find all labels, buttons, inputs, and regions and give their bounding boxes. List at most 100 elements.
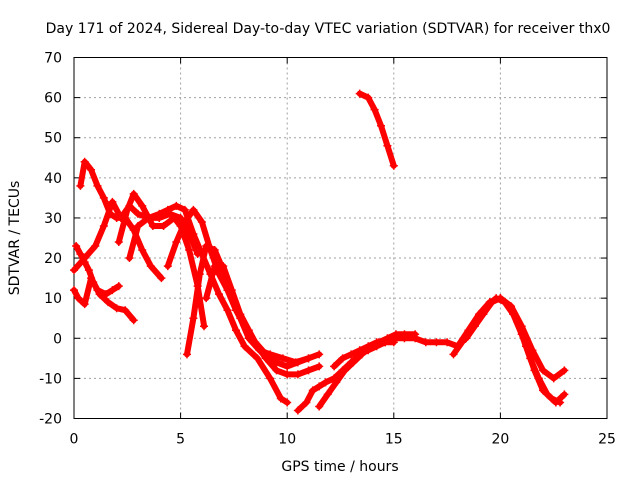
data-point — [129, 189, 138, 198]
data-point — [76, 250, 85, 259]
data-point — [479, 310, 488, 319]
data-point — [202, 242, 211, 251]
data-point — [539, 366, 548, 375]
data-point — [291, 358, 300, 367]
x-tick-label: 10 — [278, 432, 296, 448]
data-point — [283, 398, 292, 407]
data-point — [381, 338, 390, 347]
data-series-arc-15 — [356, 90, 397, 169]
data-point — [315, 402, 324, 411]
data-point — [432, 338, 441, 347]
data-point — [293, 370, 302, 379]
data-point — [144, 213, 153, 222]
data-point — [123, 205, 132, 214]
data-point — [200, 322, 209, 331]
data-point — [389, 334, 398, 343]
data-point — [74, 294, 83, 303]
x-tick-label: 25 — [598, 432, 616, 448]
data-point — [155, 209, 164, 218]
chart-title: Day 171 of 2024, Sidereal Day-to-day VTE… — [46, 21, 611, 37]
data-point — [355, 89, 364, 98]
data-point — [189, 314, 198, 323]
data-point — [321, 378, 330, 387]
data-point — [383, 141, 392, 150]
y-tick-label: -10 — [39, 371, 62, 387]
y-tick-label: 50 — [44, 131, 62, 147]
data-point — [304, 354, 313, 363]
data-point — [308, 386, 317, 395]
data-series — [70, 89, 569, 415]
data-point — [133, 221, 142, 230]
data-point — [400, 334, 409, 343]
data-point — [504, 302, 513, 311]
data-point — [99, 221, 108, 230]
data-point — [253, 354, 262, 363]
data-point — [80, 300, 89, 309]
data-point — [202, 294, 211, 303]
data-point — [389, 161, 398, 170]
data-point — [195, 270, 204, 279]
data-point — [219, 262, 228, 271]
data-point — [80, 254, 89, 263]
data-point — [530, 366, 539, 375]
data-point — [549, 374, 558, 383]
data-point — [513, 318, 522, 327]
data-point — [129, 316, 138, 325]
data-point — [556, 398, 565, 407]
data-point — [496, 294, 505, 303]
data-point — [364, 342, 373, 351]
data-point — [539, 386, 548, 395]
data-point — [76, 181, 85, 190]
data-point — [276, 394, 285, 403]
data-point — [87, 165, 96, 174]
data-point — [93, 181, 102, 190]
data-point — [89, 278, 98, 287]
data-point — [355, 346, 364, 355]
data-point — [159, 221, 168, 230]
data-point — [370, 105, 379, 114]
data-point — [210, 262, 219, 271]
data-point — [560, 366, 569, 375]
data-point — [421, 338, 430, 347]
data-point — [470, 322, 479, 331]
x-tick-label: 5 — [176, 432, 185, 448]
data-point — [283, 362, 292, 371]
data-series-arc-13 — [450, 295, 568, 406]
data-point — [99, 193, 108, 202]
data-point — [112, 304, 121, 313]
data-point — [449, 350, 458, 359]
data-point — [462, 334, 471, 343]
data-point — [121, 306, 130, 315]
data-point — [108, 197, 117, 206]
data-point — [347, 350, 356, 359]
y-tick-label: -20 — [39, 412, 62, 428]
data-point — [302, 398, 311, 407]
data-point — [266, 374, 275, 383]
y-tick-label: 60 — [44, 91, 62, 107]
data-point — [163, 262, 172, 271]
data-point — [236, 310, 245, 319]
y-tick-label: 20 — [44, 251, 62, 267]
data-point — [95, 290, 104, 299]
data-point — [227, 286, 236, 295]
data-point — [377, 121, 386, 130]
data-point — [104, 298, 113, 307]
x-tick-label: 15 — [385, 432, 403, 448]
data-point — [125, 254, 134, 263]
data-point — [182, 350, 191, 359]
data-point — [138, 201, 147, 210]
data-series-arc-14 — [463, 295, 564, 406]
data-point — [180, 205, 189, 214]
data-point — [70, 286, 78, 295]
data-point — [560, 390, 569, 399]
data-point — [443, 338, 452, 347]
data-point — [411, 334, 420, 343]
data-point — [157, 274, 166, 283]
data-point — [214, 290, 223, 299]
x-tick-label: 0 — [70, 432, 79, 448]
data-point — [210, 246, 219, 255]
y-tick-label: 40 — [44, 171, 62, 187]
data-point — [223, 306, 232, 315]
data-point — [185, 246, 194, 255]
